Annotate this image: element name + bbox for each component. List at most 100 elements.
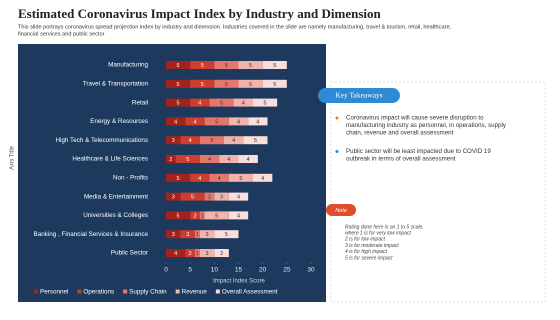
bar-segment <box>248 117 268 126</box>
bar-segment <box>190 173 210 182</box>
subtitle: This slide portrays coronavirus spread p… <box>18 24 452 30</box>
legend-swatch <box>175 289 180 294</box>
bar-segment <box>185 117 205 126</box>
legend-swatch <box>77 289 82 294</box>
takeaway-text: manufacturing industry as personnel, in … <box>346 122 507 129</box>
bar-segment <box>238 155 258 163</box>
bar-segment <box>214 61 239 69</box>
note-text: 4 is for high impact <box>345 249 388 255</box>
bar-segment <box>228 173 253 182</box>
value-label: 5 <box>186 157 189 163</box>
bar-segment <box>166 98 191 107</box>
note-title: Note <box>335 208 347 214</box>
x-tick-label: 15 <box>235 267 243 274</box>
bar-segment <box>190 61 215 69</box>
bar-segment <box>195 249 200 257</box>
bar-segment <box>228 211 249 220</box>
x-tick-label: 20 <box>259 267 267 274</box>
x-tick-label: 30 <box>307 267 315 274</box>
bar-segment <box>166 192 181 201</box>
value-label: 4 <box>227 157 230 163</box>
value-label: 5 <box>201 63 204 69</box>
y-tick-label: Manufacturing <box>108 62 148 69</box>
bar-segment <box>180 136 200 145</box>
bar-segment <box>204 192 215 201</box>
y-tick-label: Non - Profits <box>113 174 148 181</box>
bar-segment <box>228 192 249 201</box>
value-label: 2 <box>169 157 172 163</box>
bar-segment <box>214 230 239 239</box>
x-tick-label: 25 <box>283 267 291 274</box>
bar-segment <box>204 117 229 126</box>
bar-segment <box>253 173 273 182</box>
value-label: 5 <box>177 63 180 69</box>
bar-segment <box>166 211 191 220</box>
value-label: 4 <box>237 195 240 201</box>
value-label: 5 <box>177 101 180 107</box>
bar-segment <box>199 136 224 145</box>
value-label: 2 <box>208 195 211 201</box>
value-label: 3 <box>172 232 175 238</box>
value-label: 5 <box>177 213 180 219</box>
value-label: 5 <box>215 119 218 125</box>
note-text: 2 is for low impact <box>344 237 386 243</box>
value-label: 4 <box>242 101 245 107</box>
bar-segment <box>243 136 268 145</box>
value-label: 5 <box>191 195 194 201</box>
legend-swatch <box>34 289 38 294</box>
value-label: 5 <box>210 138 213 144</box>
value-label: 5 <box>177 82 180 88</box>
bar-segment <box>199 155 220 163</box>
value-label: 4 <box>237 213 240 219</box>
note-pill <box>326 204 356 216</box>
takeaway-text: Public sector will be least impacted due… <box>346 148 491 155</box>
value-label: 3 <box>172 195 175 201</box>
legend-label: Revenue <box>182 289 208 296</box>
bar-segment <box>175 155 200 163</box>
bar-segment <box>199 249 215 257</box>
value-label: 5 <box>225 232 228 238</box>
slide-title: Estimated Coronavirus Impact Index by In… <box>18 6 382 21</box>
value-label: 5 <box>201 82 204 88</box>
note-text: where 1 is for very low impact <box>345 231 411 237</box>
bullet-dot <box>335 116 339 120</box>
value-label: 1 <box>196 232 199 238</box>
bar-segment <box>166 155 176 163</box>
value-label: 3 <box>206 251 209 257</box>
value-label: 3 <box>220 251 223 257</box>
value-label: 1 <box>201 213 204 219</box>
value-label: 4 <box>256 119 259 125</box>
y-tick-label: Retail <box>132 99 148 106</box>
bar-segment <box>190 211 200 220</box>
value-label: 4 <box>237 119 240 125</box>
bar-segment <box>166 136 181 145</box>
y-tick-label: Media & Entertainment <box>84 193 148 200</box>
bar-segment <box>190 98 210 107</box>
bar-segment <box>180 230 195 239</box>
value-label: 4 <box>193 119 196 125</box>
value-label: 5 <box>215 213 218 219</box>
value-label: 4 <box>198 101 201 107</box>
value-label: 4 <box>189 138 192 144</box>
y-tick-label: High Tech & Telecommunications <box>55 137 148 144</box>
value-label: 2 <box>189 251 192 257</box>
bar-segment <box>195 230 200 239</box>
value-label: 4 <box>174 119 177 125</box>
y-tick-label: Public Sector <box>111 250 148 257</box>
legend-label: Supply Chain <box>129 289 167 296</box>
value-label: 2 <box>193 213 196 219</box>
value-label: 3 <box>186 232 189 238</box>
y-tick-label: Banking , Financial Services & Insurance <box>34 231 149 238</box>
takeaway-title: Key Takeaways <box>335 91 383 100</box>
value-label: 3 <box>220 195 223 201</box>
y-tick-label: Healthcare & Life Sciences <box>72 156 148 163</box>
bar-segment <box>209 173 229 182</box>
value-label: 4 <box>218 176 221 182</box>
bar-segment <box>238 79 263 88</box>
bar-segment <box>238 61 263 69</box>
value-label: 5 <box>273 63 276 69</box>
value-label: 4 <box>247 157 250 163</box>
x-axis-title: Impact Index Score <box>213 279 265 285</box>
bar-segment <box>209 98 234 107</box>
legend-label: Overall Assessment <box>222 289 278 296</box>
